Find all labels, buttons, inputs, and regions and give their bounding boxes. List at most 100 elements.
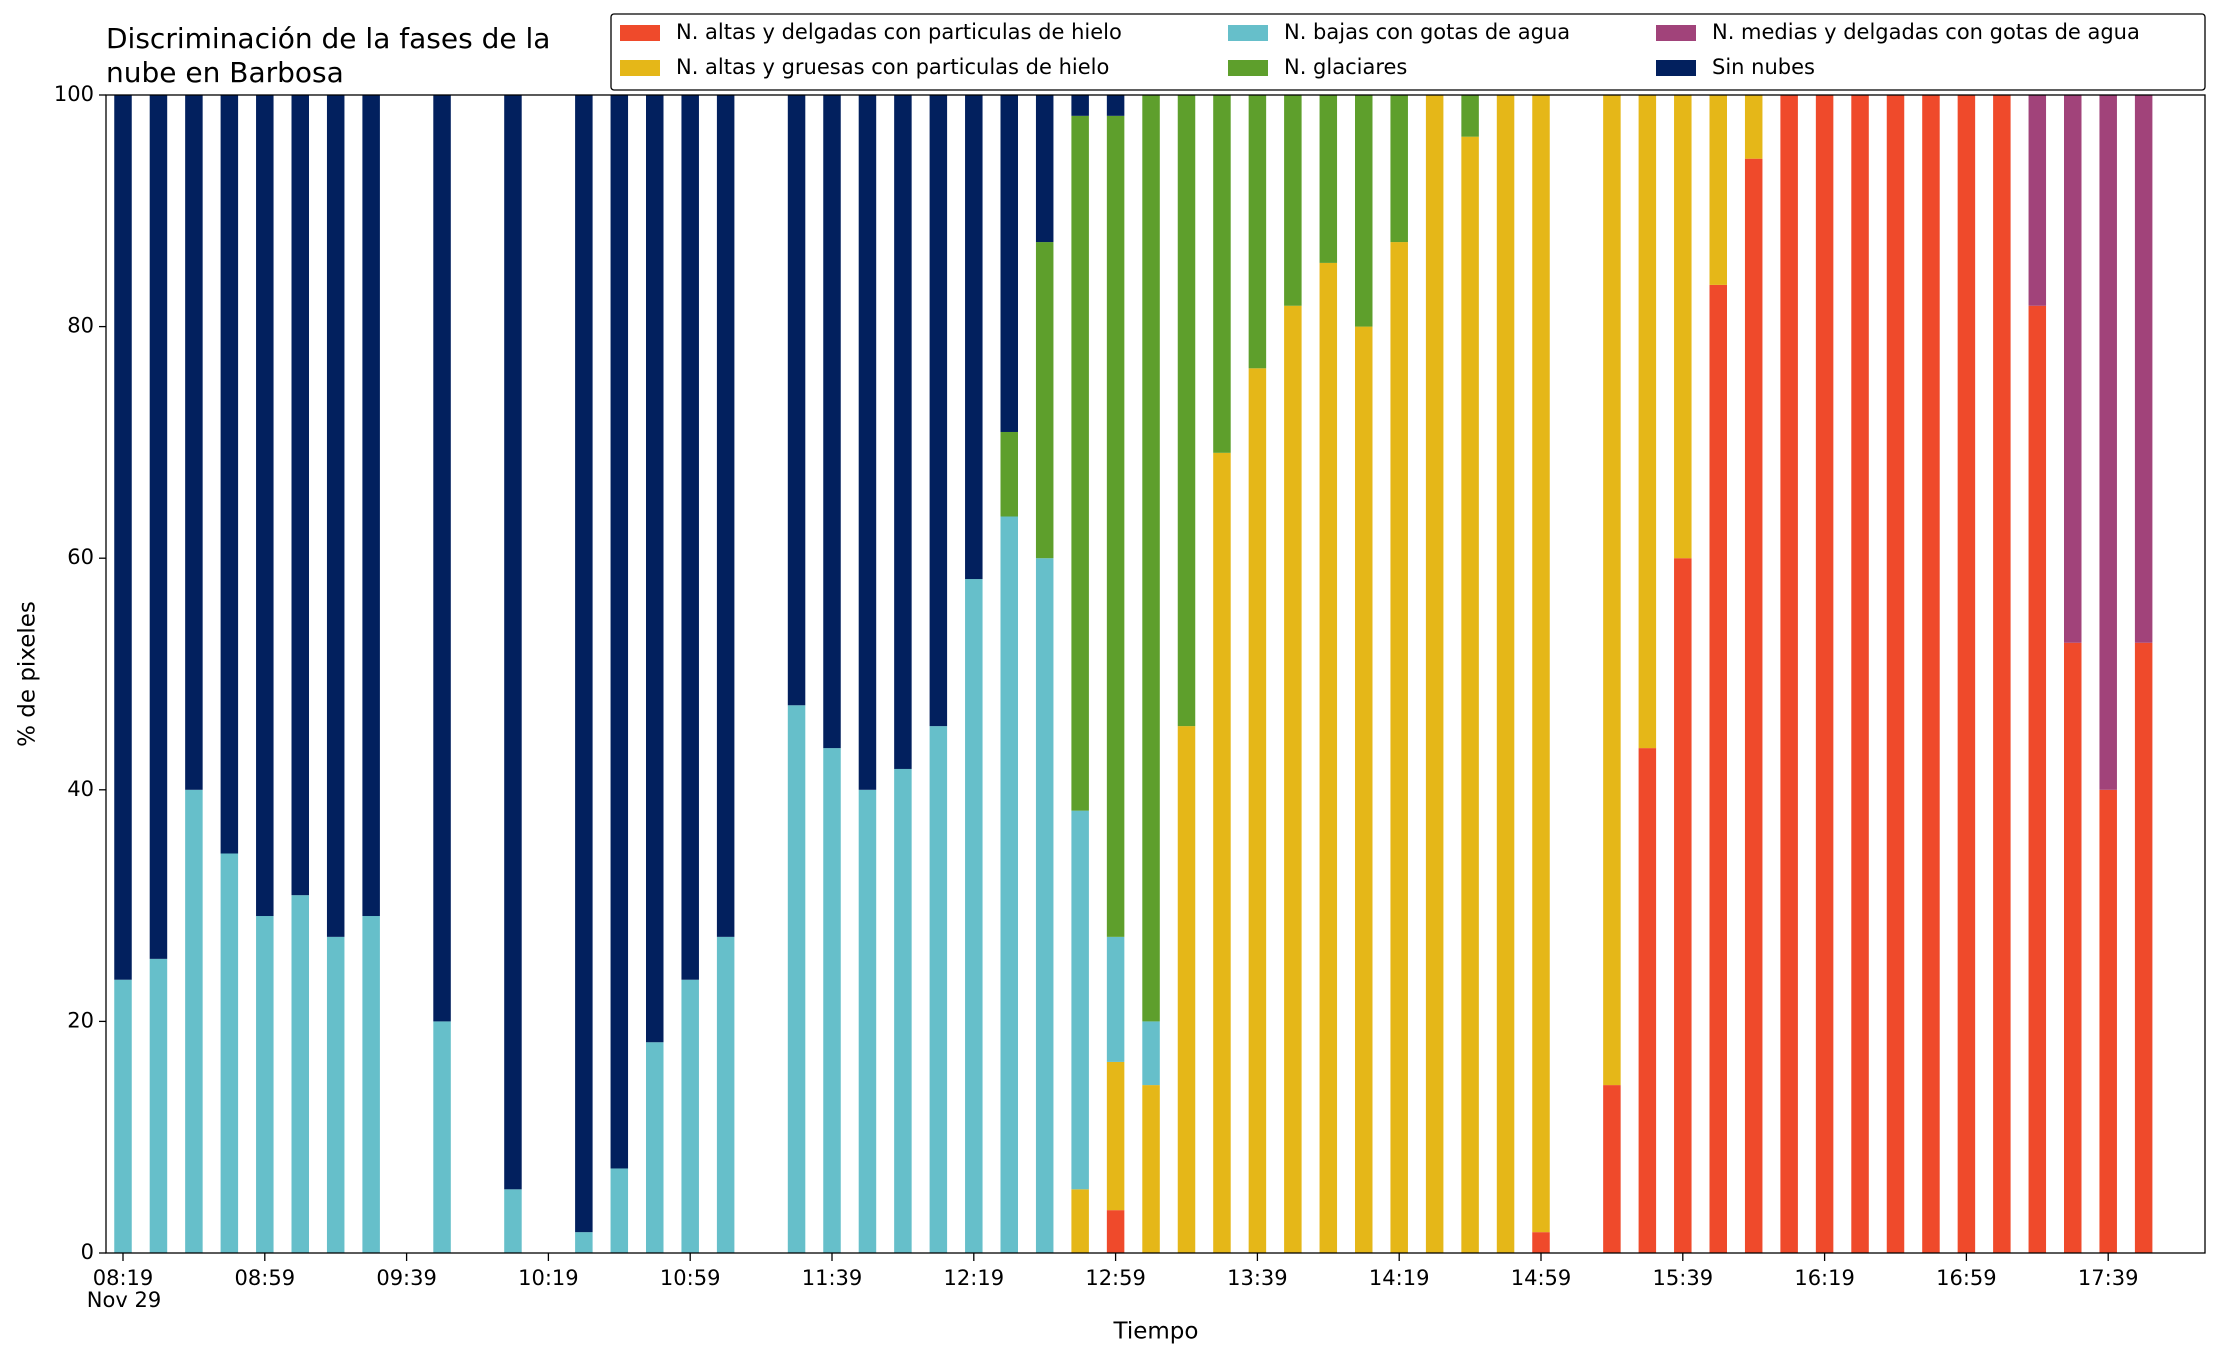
bar-segment [1603, 1085, 1621, 1253]
bar-segment [504, 1189, 522, 1253]
bar-segment [2134, 95, 2153, 643]
bar-segment [1709, 284, 1727, 1253]
bar-segment [965, 579, 983, 1253]
bar-segment [2064, 642, 2082, 1253]
bar-segment [575, 95, 593, 1233]
bar-segment [1461, 95, 1479, 137]
legend-swatch [620, 25, 660, 41]
bar-segment [433, 95, 451, 1022]
y-axis-label: % de pixeles [15, 601, 41, 747]
bar-segment [1071, 810, 1089, 1190]
x-tick-label: 10:59 [660, 1266, 721, 1290]
bar-segment [1496, 95, 1515, 1253]
bar-segment [1177, 95, 1196, 727]
bar-segment [1886, 95, 1905, 1253]
y-tick-label: 0 [81, 1240, 94, 1264]
bar-segment [1603, 95, 1621, 1086]
y-tick-label: 100 [54, 82, 94, 106]
bar-segment [1319, 262, 1338, 1253]
x-tick-label: 11:39 [802, 1266, 863, 1290]
chart-title: nube en Barbosa [106, 56, 344, 89]
bar-segment [787, 705, 806, 1253]
x-tick-label: 15:39 [1653, 1266, 1714, 1290]
bar-segment [1780, 95, 1798, 1253]
y-tick-label: 80 [67, 314, 94, 338]
bar-segment [149, 95, 168, 959]
bar-segment [362, 916, 380, 1253]
bar-segment [681, 95, 699, 980]
bar-segment [1000, 431, 1018, 517]
bar-segment [858, 789, 877, 1253]
bar-segment [1035, 95, 1054, 243]
x-tick-label: 12:19 [944, 1266, 1005, 1290]
bar-segment [291, 95, 309, 896]
legend-label: Sin nubes [1712, 55, 1815, 79]
bar-segment [1284, 305, 1302, 1254]
bar-segment [1142, 1085, 1160, 1253]
bar-segment [1213, 95, 1231, 453]
bar-segment [2134, 642, 2153, 1253]
legend-swatch [620, 60, 660, 76]
chart-title: Discriminación de la fases de la [106, 22, 550, 55]
x-tick-label: 12:59 [1085, 1266, 1146, 1290]
bar-segment [291, 895, 309, 1253]
bar-segment [1390, 242, 1408, 1254]
bar-segment [2099, 95, 2117, 790]
x-tick-label: 09:39 [376, 1266, 437, 1290]
legend-label: N. medias y delgadas con gotas de agua [1712, 20, 2140, 44]
bar-segment [185, 95, 203, 790]
bar-segment [149, 958, 168, 1253]
bar-segment [1071, 1189, 1089, 1253]
bar-segment [681, 979, 699, 1253]
y-tick-label: 40 [67, 777, 94, 801]
bar-segment [256, 916, 274, 1253]
bar-segment [1248, 368, 1267, 1254]
bar-segment [220, 853, 239, 1253]
bar-segment [2028, 305, 2047, 1254]
bar-segment [1000, 95, 1018, 432]
x-tick-label: 14:19 [1369, 1266, 1430, 1290]
legend-swatch [1228, 25, 1268, 41]
bar-segment [894, 95, 912, 769]
bar-segment [1213, 452, 1231, 1253]
legend-label: N. bajas con gotas de agua [1284, 20, 1570, 44]
bar-segment [1815, 95, 1834, 1253]
x-tick-label: 16:59 [1936, 1266, 1997, 1290]
bar-segment [1106, 1061, 1125, 1211]
legend-swatch [1656, 25, 1696, 41]
bar-segment [1744, 158, 1763, 1254]
bar-segment [646, 95, 664, 1043]
bar-segment [823, 95, 841, 749]
bar-segment [2099, 789, 2117, 1253]
bar-segment [1532, 95, 1550, 1233]
bar-segment [1355, 95, 1373, 327]
bar-segment [646, 1042, 664, 1253]
bar-segment [1142, 95, 1160, 1022]
bar-segment [1035, 558, 1054, 1253]
bar-segment [1425, 95, 1444, 1253]
bar-segment [1000, 516, 1018, 1253]
bar-segment [1390, 95, 1408, 243]
bar-segment [1142, 1021, 1160, 1086]
bar-segment [326, 95, 345, 937]
bar-segment [1638, 95, 1657, 749]
bar-segment [1851, 95, 1869, 1253]
bar-segment [1674, 558, 1692, 1253]
bar-segment [1674, 95, 1692, 559]
x-tick-label: 13:39 [1227, 1266, 1288, 1290]
bar-segment [1638, 748, 1657, 1253]
legend-swatch [1656, 60, 1696, 76]
bar-segment [610, 1168, 629, 1253]
legend-label: N. glaciares [1284, 55, 1407, 79]
bar-segment [2028, 95, 2047, 306]
bar-segment [326, 936, 345, 1253]
bar-segment [575, 1232, 593, 1253]
x-tick-label: 10:19 [518, 1266, 579, 1290]
bar-segment [716, 936, 735, 1253]
x-tick-label: 17:39 [2078, 1266, 2139, 1290]
legend-swatch [1228, 60, 1268, 76]
bar-segment [1106, 115, 1125, 937]
plot-frame [105, 94, 2206, 1254]
bar-segment [256, 95, 274, 917]
